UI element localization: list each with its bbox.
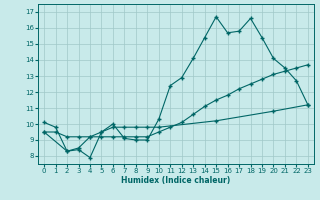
X-axis label: Humidex (Indice chaleur): Humidex (Indice chaleur) [121,176,231,185]
